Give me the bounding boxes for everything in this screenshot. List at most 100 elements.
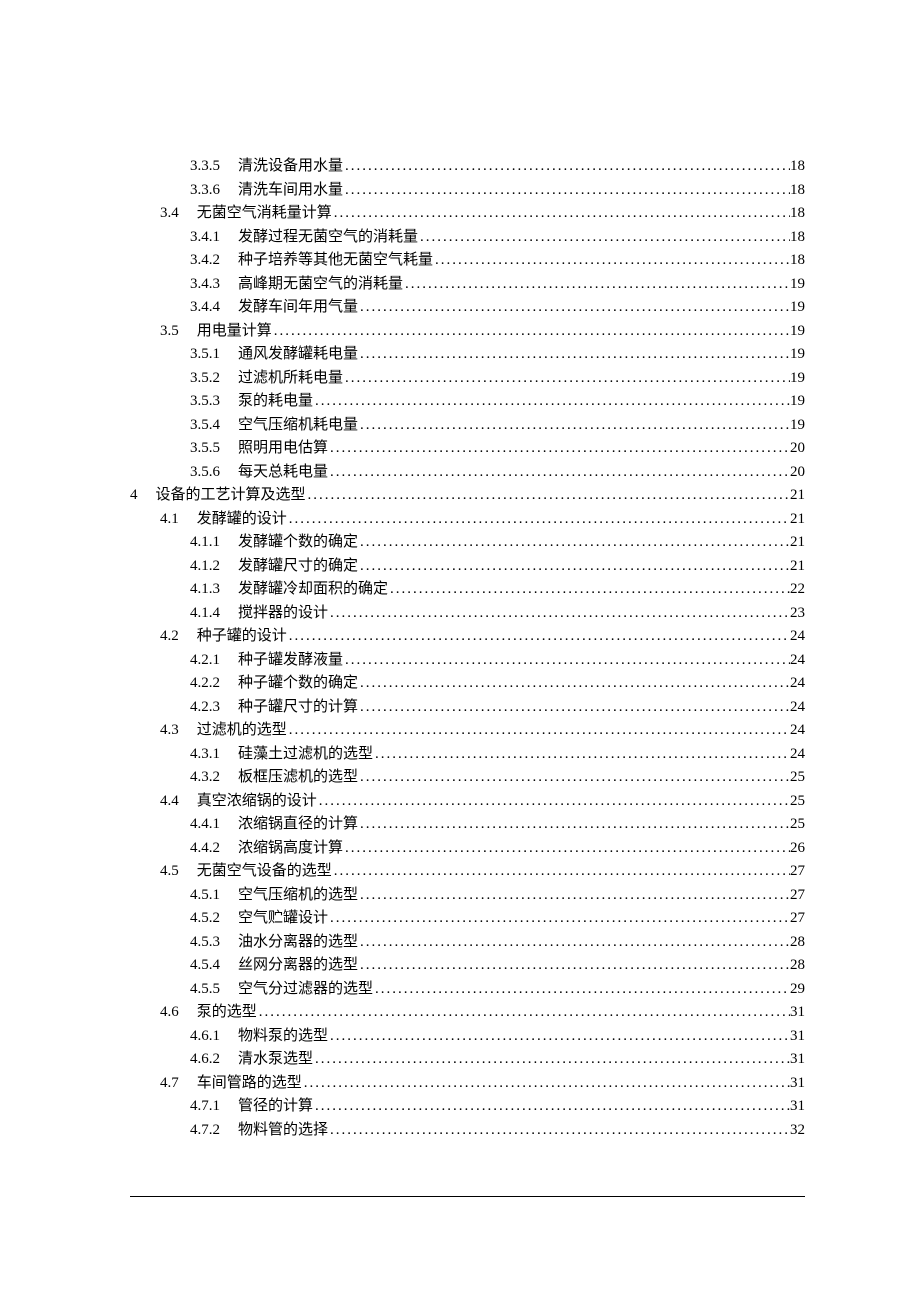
toc-number: 4.5.4 (190, 954, 220, 978)
toc-number: 4.3 (160, 719, 179, 743)
toc-entry: 4.1.4搅拌器的设计.............................… (130, 602, 805, 626)
toc-page-number: 28 (790, 954, 805, 978)
toc-title: 清洗车间用水量 (238, 179, 343, 203)
toc-page-number: 19 (790, 367, 805, 391)
toc-number: 4.7.1 (190, 1095, 220, 1119)
toc-entry: 3.4.4发酵车间年用气量...........................… (130, 296, 805, 320)
toc-leader-dots: ........................................… (358, 531, 790, 555)
toc-title: 车间管路的选型 (197, 1072, 302, 1096)
toc-leader-dots: ........................................… (328, 437, 790, 461)
toc-entry: 4.5.1空气压缩机的选型...........................… (130, 884, 805, 908)
toc-title: 发酵罐的设计 (197, 508, 287, 532)
toc-title: 高峰期无菌空气的消耗量 (238, 273, 403, 297)
toc-title: 板框压滤机的选型 (238, 766, 358, 790)
toc-page-number: 19 (790, 414, 805, 438)
toc-entry: 4.3.1硅藻土过滤机的选型..........................… (130, 743, 805, 767)
toc-leader-dots: ........................................… (343, 837, 790, 861)
toc-leader-dots: ........................................… (343, 367, 790, 391)
toc-leader-dots: ........................................… (328, 1119, 790, 1143)
toc-page-number: 21 (790, 531, 805, 555)
toc-number: 3.5.3 (190, 390, 220, 414)
toc-leader-dots: ........................................… (373, 743, 790, 767)
toc-page-number: 24 (790, 743, 805, 767)
toc-title: 物料管的选择 (238, 1119, 328, 1143)
toc-number: 4.5.3 (190, 931, 220, 955)
toc-page-number: 24 (790, 696, 805, 720)
toc-number: 4.1.1 (190, 531, 220, 555)
toc-entry: 4设备的工艺计算及选型.............................… (130, 484, 805, 508)
toc-page-number: 26 (790, 837, 805, 861)
toc-entry: 4.7.1管径的计算..............................… (130, 1095, 805, 1119)
toc-page-number: 18 (790, 179, 805, 203)
toc-leader-dots: ........................................… (358, 555, 790, 579)
toc-leader-dots: ........................................… (343, 155, 790, 179)
toc-number: 3.5.5 (190, 437, 220, 461)
toc-leader-dots: ........................................… (317, 790, 790, 814)
toc-title: 过滤机的选型 (197, 719, 287, 743)
toc-title: 种子培养等其他无菌空气耗量 (238, 249, 433, 273)
toc-entry: 4.2.3种子罐尺寸的计算...........................… (130, 696, 805, 720)
toc-leader-dots: ........................................… (332, 860, 790, 884)
toc-number: 3.4.1 (190, 226, 220, 250)
toc-title: 种子罐个数的确定 (238, 672, 358, 696)
toc-number: 3.5.2 (190, 367, 220, 391)
toc-page-number: 32 (790, 1119, 805, 1143)
toc-entry: 4.4 真空浓缩锅的设计.............................… (130, 790, 805, 814)
toc-number: 4.5.1 (190, 884, 220, 908)
toc-entry: 4.1.3发酵罐冷却面积的确定.........................… (130, 578, 805, 602)
toc-entry: 3.4.1发酵过程无菌空气的消耗量.......................… (130, 226, 805, 250)
toc-title: 发酵罐个数的确定 (238, 531, 358, 555)
page-footer-line (130, 1196, 805, 1197)
toc-number: 3.4 (160, 202, 179, 226)
toc-title: 无菌空气消耗量计算 (197, 202, 332, 226)
toc-page-number: 21 (790, 508, 805, 532)
toc-title: 无菌空气设备的选型 (197, 860, 332, 884)
toc-title: 泵的耗电量 (238, 390, 313, 414)
toc-entry: 4.7.2物料管的选择.............................… (130, 1119, 805, 1143)
toc-leader-dots: ........................................… (257, 1001, 790, 1025)
toc-title: 通风发酵罐耗电量 (238, 343, 358, 367)
toc-title: 搅拌器的设计 (238, 602, 328, 626)
toc-page-number: 18 (790, 226, 805, 250)
toc-leader-dots: ........................................… (306, 484, 790, 508)
toc-page-number: 21 (790, 484, 805, 508)
toc-title: 发酵罐冷却面积的确定 (238, 578, 388, 602)
toc-title: 泵的选型 (197, 1001, 257, 1025)
toc-number: 4.7 (160, 1072, 179, 1096)
toc-number: 4.6.1 (190, 1025, 220, 1049)
toc-page-number: 25 (790, 766, 805, 790)
toc-entry: 4.3.2板框压滤机的选型...........................… (130, 766, 805, 790)
toc-leader-dots: ........................................… (388, 578, 790, 602)
toc-leader-dots: ........................................… (358, 296, 790, 320)
toc-leader-dots: ........................................… (328, 461, 790, 485)
toc-number: 4.3.1 (190, 743, 220, 767)
toc-page-number: 21 (790, 555, 805, 579)
toc-page-number: 20 (790, 437, 805, 461)
toc-page-number: 22 (790, 578, 805, 602)
toc-leader-dots: ........................................… (332, 202, 790, 226)
toc-page-number: 29 (790, 978, 805, 1002)
toc-entry: 4.4.2浓缩锅高度计算............................… (130, 837, 805, 861)
toc-entry: 3.5.2过滤机所耗电量............................… (130, 367, 805, 391)
toc-number: 3.5.6 (190, 461, 220, 485)
toc-number: 4.2.3 (190, 696, 220, 720)
toc-page-number: 28 (790, 931, 805, 955)
toc-number: 4.4 (160, 790, 179, 814)
toc-title: 丝网分离器的选型 (238, 954, 358, 978)
toc-title: 用电量计算 (197, 320, 272, 344)
toc-entry: 4.6.1物料泵的选型.............................… (130, 1025, 805, 1049)
toc-number: 4.5 (160, 860, 179, 884)
toc-entry: 4.5.5空气分过滤器的选型..........................… (130, 978, 805, 1002)
toc-number: 4.1 (160, 508, 179, 532)
toc-leader-dots: ........................................… (373, 978, 790, 1002)
toc-entry: 4.5 无菌空气设备的选型............................… (130, 860, 805, 884)
toc-title: 真空浓缩锅的设计 (197, 790, 317, 814)
toc-entry: 4.2.1种子罐发酵液量............................… (130, 649, 805, 673)
toc-title: 浓缩锅直径的计算 (238, 813, 358, 837)
toc-entry: 4.7车间管路的选型..............................… (130, 1072, 805, 1096)
toc-leader-dots: ........................................… (358, 672, 790, 696)
toc-number: 3.4.4 (190, 296, 220, 320)
toc-entry: 4.1发酵罐的设计...............................… (130, 508, 805, 532)
toc-title: 发酵罐尺寸的确定 (238, 555, 358, 579)
toc-entry: 4.1.1 发酵罐个数的确定...........................… (130, 531, 805, 555)
